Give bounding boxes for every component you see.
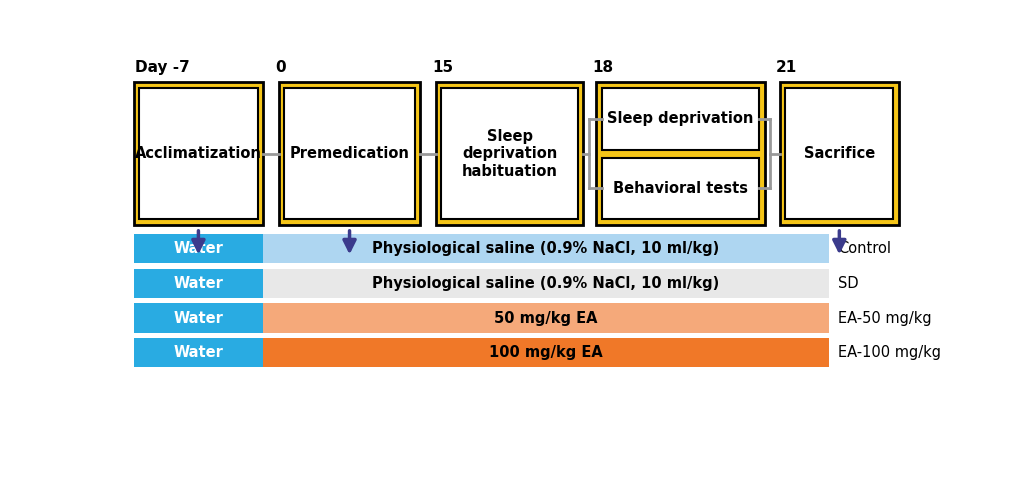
Text: EA-50 mg/kg: EA-50 mg/kg — [838, 310, 931, 325]
Text: Acclimatization: Acclimatization — [135, 146, 262, 161]
Text: Sacrifice: Sacrifice — [803, 146, 874, 161]
Text: SD: SD — [838, 276, 858, 291]
FancyBboxPatch shape — [441, 88, 577, 220]
Text: Physiological saline (0.9% NaCl, 10 ml/kg): Physiological saline (0.9% NaCl, 10 ml/k… — [372, 276, 719, 291]
FancyBboxPatch shape — [785, 88, 893, 220]
Text: Sleep deprivation: Sleep deprivation — [606, 111, 753, 126]
Text: Water: Water — [173, 276, 223, 291]
FancyBboxPatch shape — [601, 158, 758, 220]
Text: Sleep
deprivation
habituation: Sleep deprivation habituation — [462, 129, 557, 179]
FancyBboxPatch shape — [133, 82, 263, 225]
FancyBboxPatch shape — [596, 82, 764, 225]
Text: Premedication: Premedication — [289, 146, 409, 161]
Text: 0: 0 — [274, 60, 285, 75]
Text: 50 mg/kg EA: 50 mg/kg EA — [494, 310, 597, 325]
Text: Water: Water — [173, 345, 223, 360]
FancyBboxPatch shape — [133, 304, 263, 333]
Text: Water: Water — [173, 310, 223, 325]
FancyBboxPatch shape — [780, 82, 898, 225]
Text: 15: 15 — [432, 60, 452, 75]
FancyBboxPatch shape — [263, 269, 828, 298]
Text: 21: 21 — [775, 60, 797, 75]
FancyBboxPatch shape — [283, 88, 415, 220]
FancyBboxPatch shape — [263, 338, 828, 367]
Text: Behavioral tests: Behavioral tests — [612, 181, 747, 196]
FancyBboxPatch shape — [133, 269, 263, 298]
Text: Day -7: Day -7 — [136, 60, 190, 75]
FancyBboxPatch shape — [601, 88, 758, 150]
Text: Water: Water — [173, 241, 223, 256]
FancyBboxPatch shape — [278, 82, 420, 225]
Text: EA-100 mg/kg: EA-100 mg/kg — [838, 345, 941, 360]
Text: 18: 18 — [592, 60, 613, 75]
Text: Physiological saline (0.9% NaCl, 10 ml/kg): Physiological saline (0.9% NaCl, 10 ml/k… — [372, 241, 719, 256]
FancyBboxPatch shape — [435, 82, 583, 225]
Text: 100 mg/kg EA: 100 mg/kg EA — [489, 345, 602, 360]
FancyBboxPatch shape — [263, 304, 828, 333]
FancyBboxPatch shape — [139, 88, 258, 220]
FancyBboxPatch shape — [263, 234, 828, 264]
FancyBboxPatch shape — [133, 338, 263, 367]
Text: Control: Control — [838, 241, 891, 256]
FancyBboxPatch shape — [133, 234, 263, 264]
